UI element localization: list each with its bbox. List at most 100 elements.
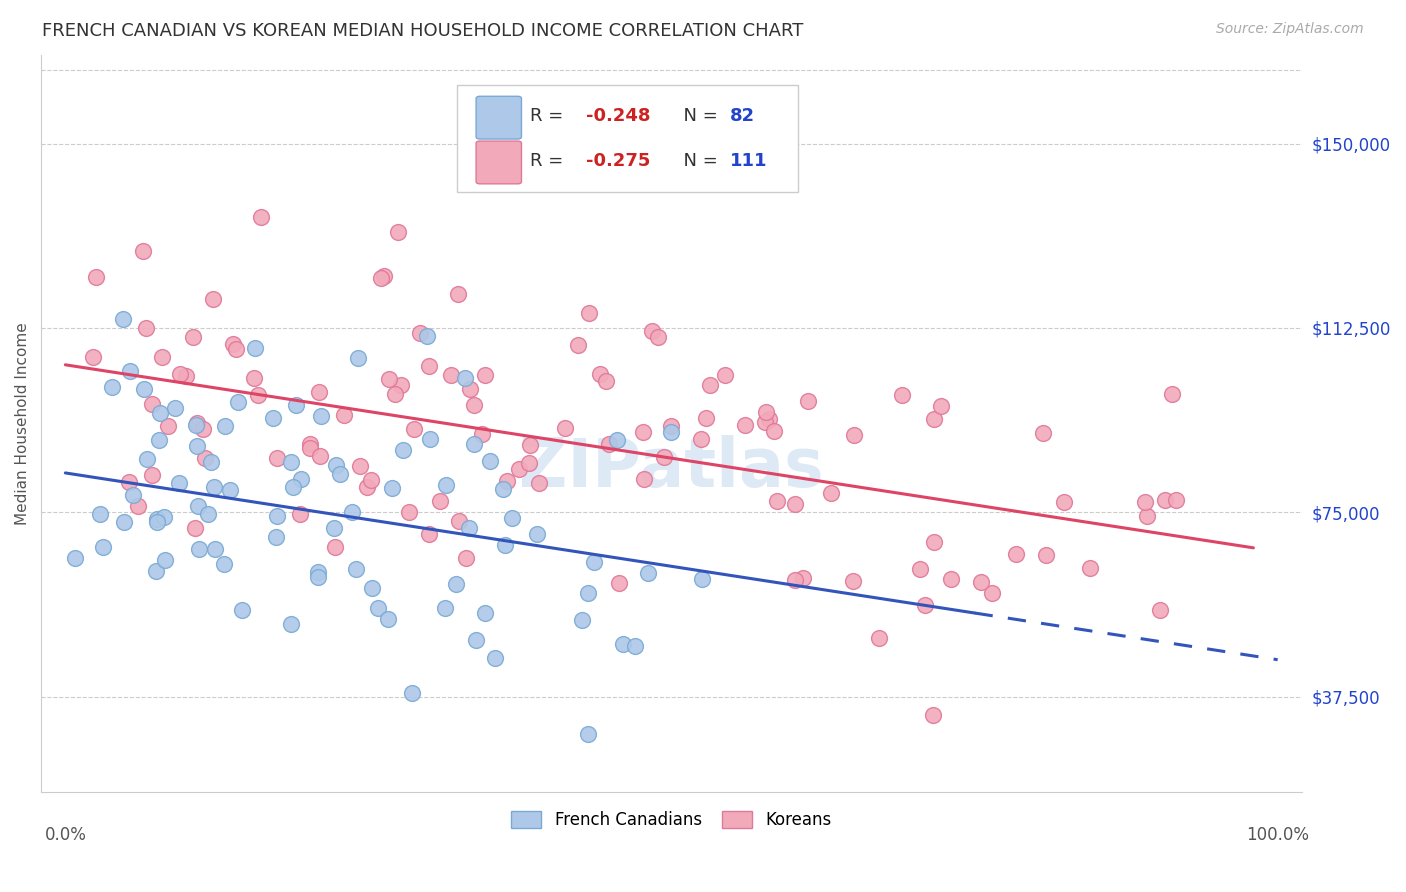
FancyBboxPatch shape [477,141,522,184]
Point [690,432,713,446]
Point [492,482,515,496]
Point [758,412,780,426]
Point [734,418,756,433]
Point [409,326,432,340]
Point [82,350,104,364]
Point [181,330,204,344]
Point [844,428,866,442]
Point [118,475,141,489]
Point [641,324,664,338]
Text: 0.0%: 0.0% [45,826,86,844]
Point [914,598,936,612]
Point [309,449,332,463]
Text: -0.248: -0.248 [586,107,650,125]
Point [307,570,329,584]
Point [471,426,494,441]
Point [868,632,890,646]
Point [381,481,404,495]
Point [607,576,630,591]
Point [146,515,169,529]
Text: 100.0%: 100.0% [1246,826,1309,844]
Point [526,527,548,541]
Point [429,494,451,508]
Point [370,271,392,285]
Text: FRENCH CANADIAN VS KOREAN MEDIAN HOUSEHOLD INCOME CORRELATION CHART: FRENCH CANADIAN VS KOREAN MEDIAN HOUSEHO… [42,22,804,40]
Point [589,368,612,382]
Point [401,686,423,700]
Point [891,388,914,402]
Text: -0.275: -0.275 [586,152,650,170]
Point [250,210,273,224]
Point [578,306,600,320]
Text: N =: N = [672,152,723,170]
Point [398,505,420,519]
Point [197,508,219,522]
Point [631,425,654,439]
Point [392,442,415,457]
Point [149,406,172,420]
Point [367,600,389,615]
Point [141,397,163,411]
Point [141,468,163,483]
Point [63,551,86,566]
Point [474,368,496,382]
Point [378,372,401,386]
Point [298,442,321,456]
Point [447,514,470,528]
Point [765,494,787,508]
Point [135,320,157,334]
Point [145,512,167,526]
Point [820,486,842,500]
Point [463,437,485,451]
Point [465,633,488,648]
Point [783,497,806,511]
Point [1149,602,1171,616]
Point [921,708,943,723]
Legend: French Canadians, Koreans: French Canadians, Koreans [505,805,838,836]
Point [458,382,481,396]
Point [474,607,496,621]
Point [454,370,477,384]
Point [384,386,406,401]
Point [281,480,304,494]
Point [754,415,776,429]
Point [797,393,820,408]
Point [1078,561,1101,575]
Point [785,573,807,587]
Point [262,410,284,425]
Point [598,437,620,451]
Point [970,574,993,589]
Point [186,417,208,432]
Point [231,603,253,617]
Point [323,540,346,554]
Y-axis label: Median Household Income: Median Household Income [15,322,30,525]
Point [929,400,952,414]
Point [659,425,682,440]
Point [329,467,352,481]
Point [478,454,501,468]
Point [188,541,211,556]
Point [284,397,307,411]
Point [214,419,236,434]
Point [606,433,628,447]
Point [637,566,659,580]
Point [346,351,368,365]
Point [120,364,142,378]
Point [349,459,371,474]
Point [340,505,363,519]
Point [243,341,266,355]
Point [360,473,382,487]
Point [298,437,321,451]
Point [186,439,208,453]
Point [576,586,599,600]
Point [624,639,647,653]
Point [132,382,155,396]
Text: 111: 111 [730,152,768,170]
Point [612,637,634,651]
Point [1160,386,1182,401]
Point [495,474,517,488]
Point [416,329,439,343]
Point [519,438,541,452]
Point [308,385,330,400]
Point [187,499,209,513]
